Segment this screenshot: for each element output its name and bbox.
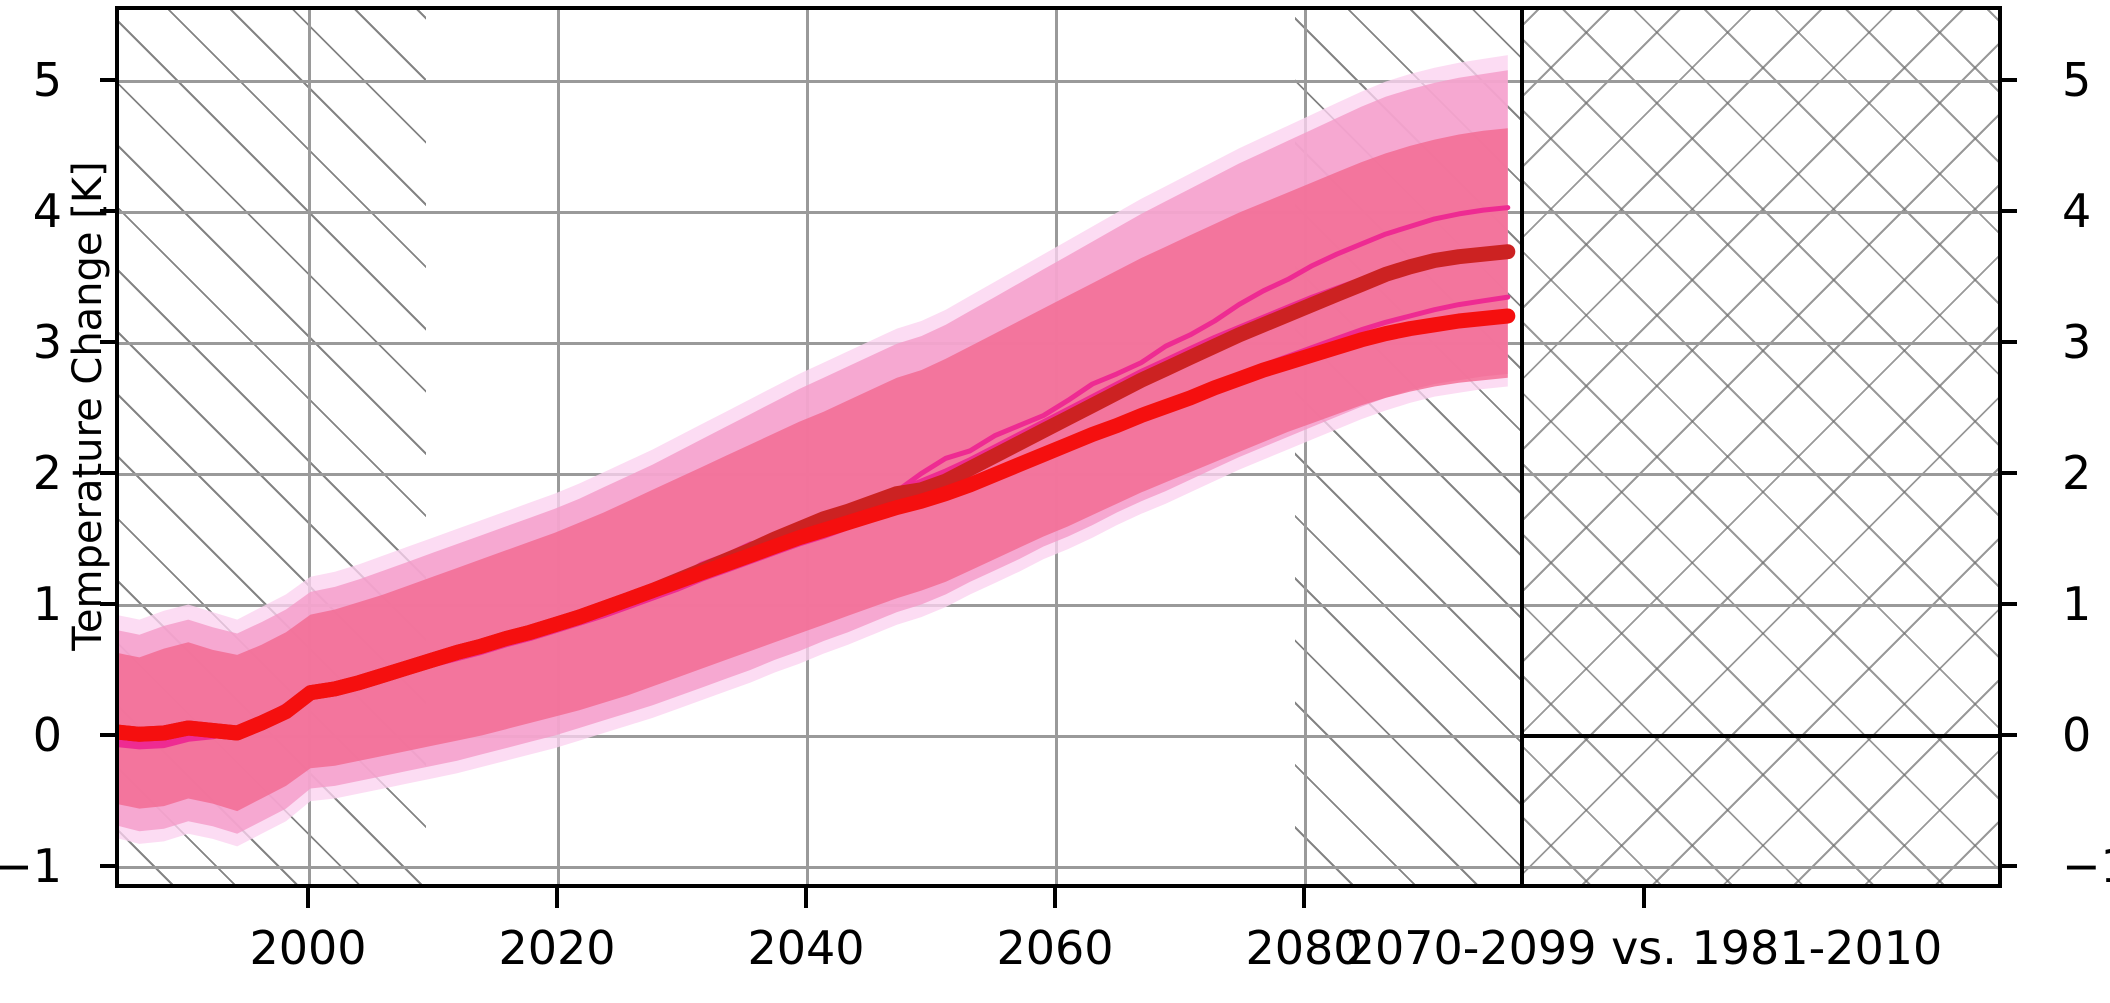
y-tick-left-2: 2 xyxy=(32,446,62,500)
gridline-x-2080 xyxy=(1304,6,1307,888)
gridline-y-m1 xyxy=(115,866,2002,869)
y-tick-left-minus1: −1 xyxy=(0,839,62,893)
y-tick-left-1: 1 xyxy=(32,577,62,631)
y-tick-right-3: 3 xyxy=(2062,315,2092,369)
plot-area xyxy=(115,6,2002,888)
gridline-y-0 xyxy=(115,735,1520,738)
y-tick-left-4: 4 xyxy=(32,184,62,238)
gridline-x-2020 xyxy=(557,6,560,888)
gridline-y-4 xyxy=(115,211,2002,214)
hatch-right-panel xyxy=(1524,6,2002,888)
y-tick-right-1: 1 xyxy=(2062,577,2092,631)
y-tick-right-minus1: −1 xyxy=(2062,839,2110,893)
gridline-y-5 xyxy=(115,80,2002,83)
uncertainty-band-inner-66 xyxy=(115,128,1508,812)
x-tick-2000: 2000 xyxy=(249,921,367,975)
zero-line-right-panel xyxy=(1520,734,2002,738)
x-tick-2080: 2080 xyxy=(1245,921,1363,975)
timeseries-svg xyxy=(115,55,1516,847)
y-tick-right-0: 0 xyxy=(2062,708,2092,762)
y-tick-right-5: 5 xyxy=(2062,53,2092,107)
y-axis-label: Temperature Change [K] xyxy=(65,161,111,651)
gridline-x-2000 xyxy=(308,6,311,888)
y-tick-right-2: 2 xyxy=(2062,446,2092,500)
x-tick-2060: 2060 xyxy=(996,921,1114,975)
y-tick-left-0: 0 xyxy=(32,708,62,762)
gridline-y-1 xyxy=(115,604,2002,607)
x-tick-comparison-period: 2070-2099 vs. 1981-2010 xyxy=(1345,921,1943,975)
violin-svg xyxy=(1520,6,2002,888)
y-tick-left-5: 5 xyxy=(32,53,62,107)
series-line-median-bright-red xyxy=(115,308,1516,742)
y-tick-left-3: 3 xyxy=(32,315,62,369)
x-tick-2040: 2040 xyxy=(747,921,865,975)
panel-divider xyxy=(1520,6,1524,888)
x-tick-2020: 2020 xyxy=(498,921,616,975)
y-tick-right-4: 4 xyxy=(2062,184,2092,238)
